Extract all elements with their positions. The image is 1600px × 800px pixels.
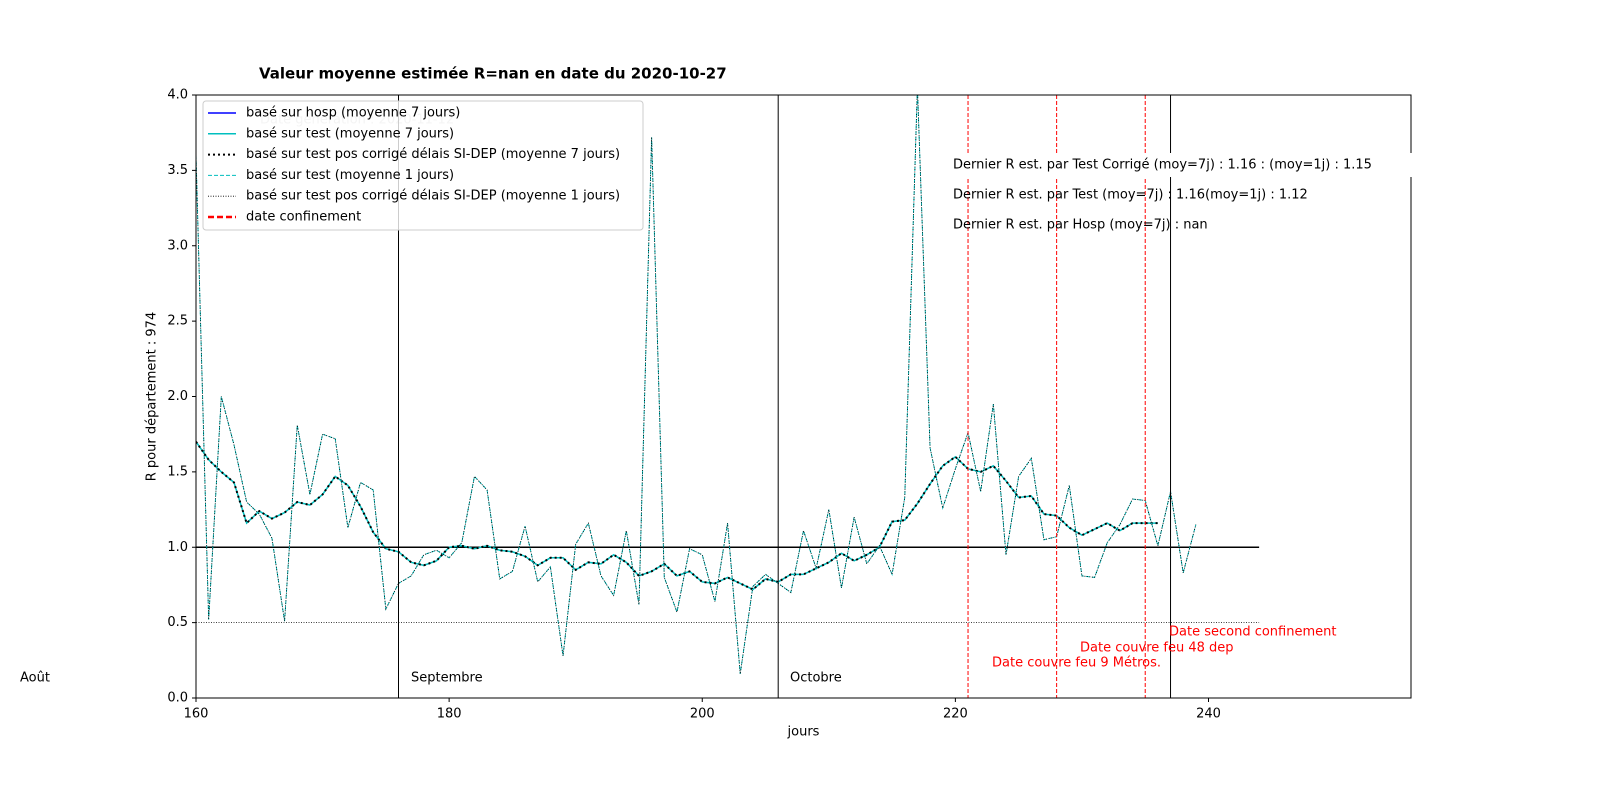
- x-tick-label: 220: [943, 707, 968, 722]
- annotation: Dernier R est. par Test (moy=7j) : 1.16(…: [953, 188, 1308, 203]
- x-tick-label: 160: [184, 707, 209, 722]
- event-label: Date couvre feu 9 Métros.: [992, 656, 1161, 671]
- legend-label: date confinement: [246, 210, 361, 225]
- series-line: [196, 441, 1158, 591]
- y-tick-label: 1.0: [167, 540, 188, 555]
- month-label: Octobre: [790, 671, 842, 686]
- month-label: Août: [20, 671, 50, 686]
- series-line: [196, 95, 1197, 674]
- x-axis-label: jours: [787, 725, 820, 740]
- y-tick-label: 4.0: [167, 88, 188, 103]
- x-tick-label: 180: [437, 707, 462, 722]
- annotation-bg: [948, 153, 1428, 177]
- annotation: Dernier R est. par Test Corrigé (moy=7j)…: [953, 158, 1372, 173]
- legend-label: basé sur test pos corrigé délais SI-DEP …: [246, 147, 620, 162]
- y-tick-label: 2.5: [167, 314, 188, 329]
- legend-label: basé sur test (moyenne 1 jours): [246, 168, 454, 183]
- x-tick-label: 200: [690, 707, 715, 722]
- legend-label: basé sur test (moyenne 7 jours): [246, 126, 454, 141]
- series-line: [196, 95, 1197, 674]
- y-axis-label: R pour département : 974: [145, 312, 160, 481]
- axes-frame: [195, 94, 1412, 699]
- month-label: Septembre: [411, 671, 483, 686]
- legend-box: [202, 100, 644, 231]
- y-tick-label: 3.5: [167, 163, 188, 178]
- y-tick-label: 0.0: [167, 691, 188, 706]
- series-line: [196, 441, 1158, 591]
- legend-label: basé sur hosp (moyenne 7 jours): [246, 106, 460, 121]
- event-label: Date couvre feu 48 dep: [1080, 641, 1234, 656]
- chart-title: Valeur moyenne estimée R=nan en date du …: [259, 65, 727, 83]
- event-label: Date second confinement: [1169, 625, 1336, 640]
- x-tick-label: 240: [1196, 707, 1221, 722]
- plot-area: [196, 95, 1260, 674]
- y-tick-label: 3.0: [167, 238, 188, 253]
- legend-label: basé sur test pos corrigé délais SI-DEP …: [246, 189, 620, 204]
- annotation: Dernier R est. par Hosp (moy=7j) : nan: [953, 218, 1208, 233]
- y-tick-label: 2.0: [167, 389, 188, 404]
- y-tick-label: 0.5: [167, 615, 188, 630]
- y-tick-label: 1.5: [167, 464, 188, 479]
- legend: basé sur hosp (moyenne 7 jours) basé sur …: [202, 100, 644, 231]
